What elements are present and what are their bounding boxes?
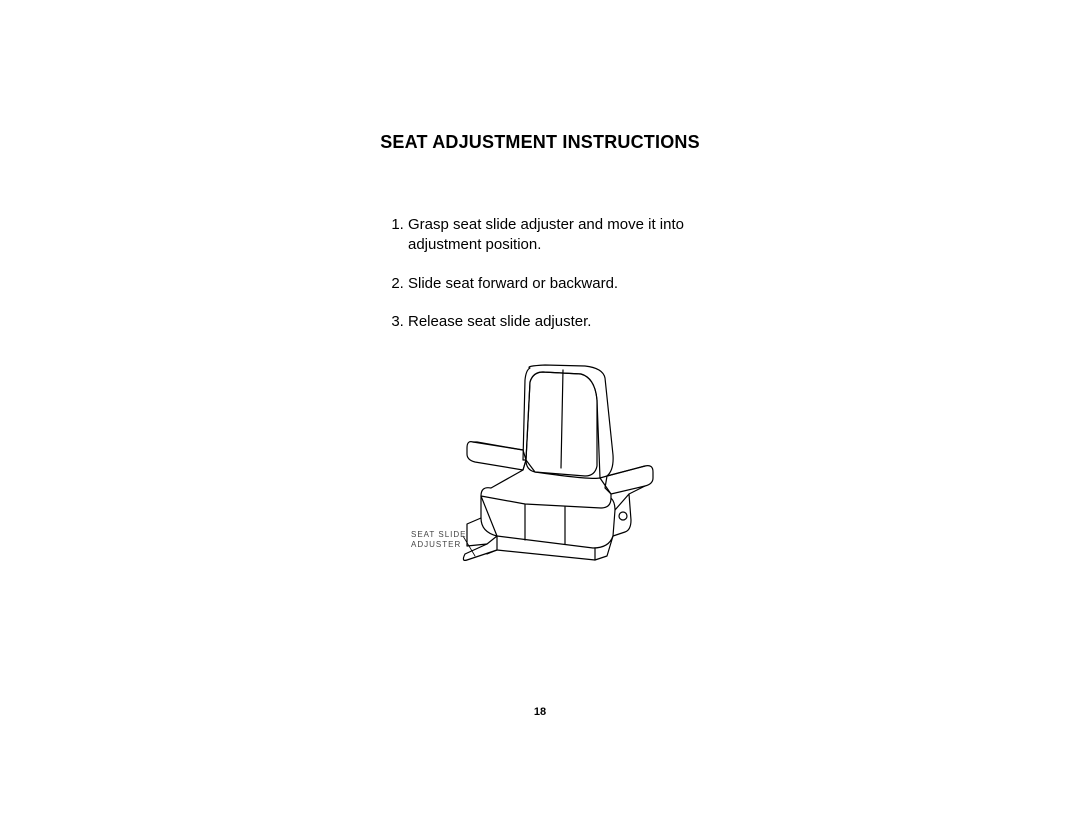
instructions-block: Grasp seat slide adjuster and move it in…: [388, 215, 708, 350]
instruction-step: Slide seat forward or backward.: [408, 274, 708, 294]
page-number: 18: [0, 706, 1080, 718]
seat-figure: SEAT SLIDE ADJUSTER: [395, 360, 685, 580]
page-title: SEAT ADJUSTMENT INSTRUCTIONS: [0, 132, 1080, 153]
figure-label-line1: SEAT SLIDE: [411, 530, 467, 540]
instruction-step: Grasp seat slide adjuster and move it in…: [408, 215, 708, 256]
instruction-step: Release seat slide adjuster.: [408, 312, 708, 332]
instructions-list: Grasp seat slide adjuster and move it in…: [388, 215, 708, 332]
figure-label-line2: ADJUSTER: [411, 540, 467, 550]
figure-label: SEAT SLIDE ADJUSTER: [411, 530, 467, 549]
